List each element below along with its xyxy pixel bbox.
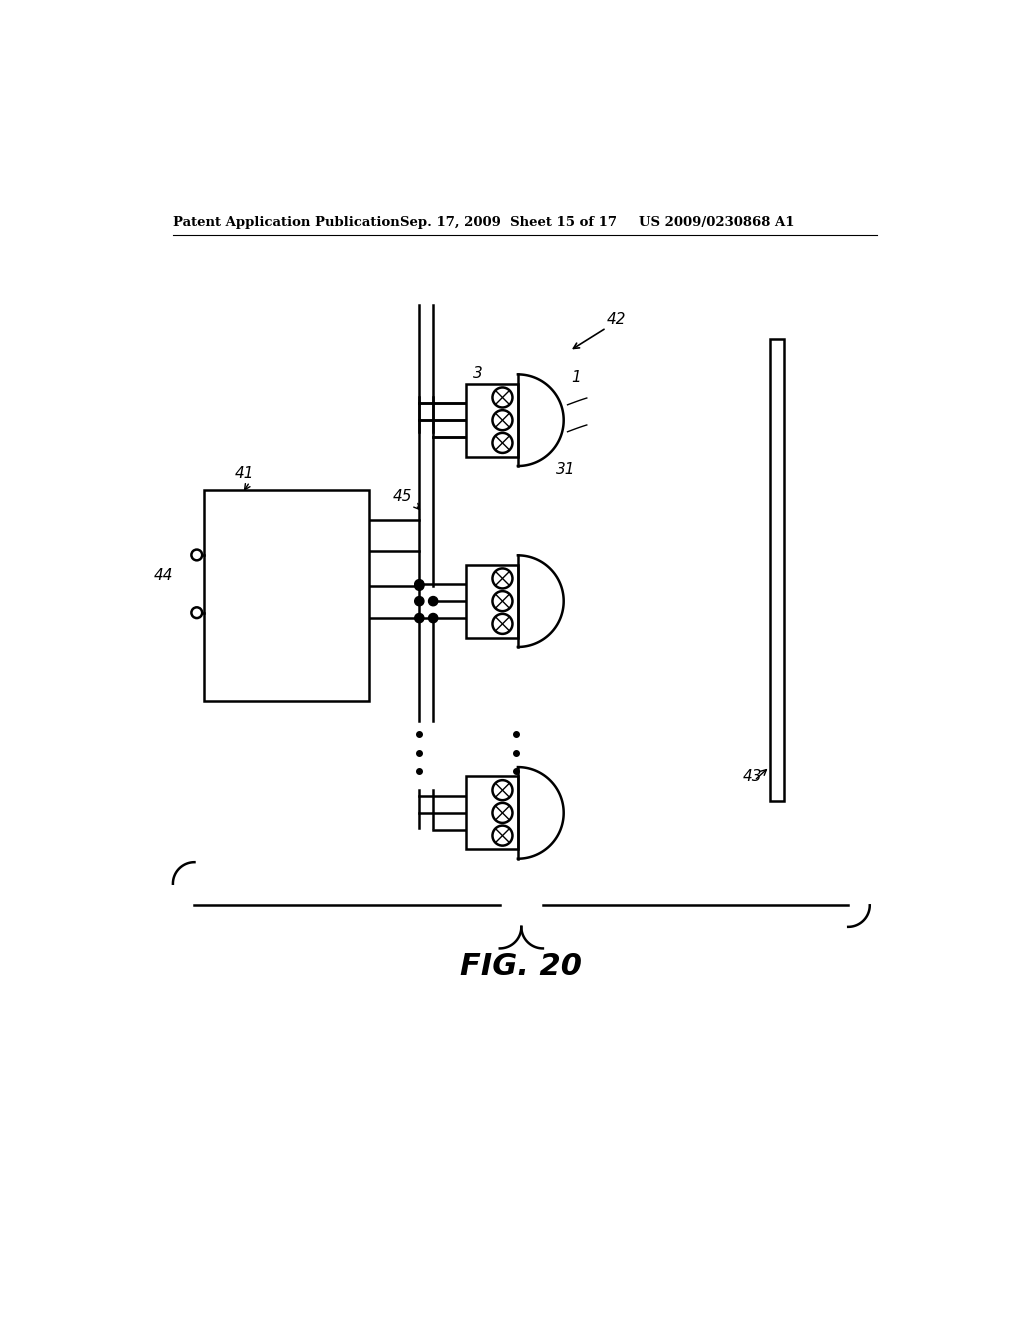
Circle shape xyxy=(493,411,512,430)
Circle shape xyxy=(493,433,512,453)
Circle shape xyxy=(415,597,424,606)
Circle shape xyxy=(493,569,512,589)
Circle shape xyxy=(493,780,512,800)
Text: 42: 42 xyxy=(606,312,626,327)
Bar xyxy=(204,490,370,701)
Bar xyxy=(466,776,518,850)
Circle shape xyxy=(493,591,512,611)
Text: Patent Application Publication: Patent Application Publication xyxy=(173,216,399,230)
Circle shape xyxy=(429,614,438,623)
Text: 44: 44 xyxy=(154,569,173,583)
Text: 31: 31 xyxy=(556,462,575,477)
Text: 43: 43 xyxy=(742,768,762,784)
Circle shape xyxy=(415,579,424,589)
Circle shape xyxy=(415,614,424,623)
Text: 1: 1 xyxy=(571,370,582,384)
Text: US 2009/0230868 A1: US 2009/0230868 A1 xyxy=(639,216,795,230)
Bar xyxy=(770,339,783,801)
Circle shape xyxy=(429,597,438,606)
Bar xyxy=(466,384,518,457)
Bar xyxy=(466,565,518,638)
Circle shape xyxy=(493,388,512,408)
Text: Sep. 17, 2009  Sheet 15 of 17: Sep. 17, 2009 Sheet 15 of 17 xyxy=(400,216,617,230)
Circle shape xyxy=(191,607,202,618)
Text: 41: 41 xyxy=(234,466,254,480)
Text: 45: 45 xyxy=(392,488,412,504)
Circle shape xyxy=(493,825,512,846)
Circle shape xyxy=(415,581,424,590)
Circle shape xyxy=(191,549,202,561)
Circle shape xyxy=(493,614,512,634)
Text: 3: 3 xyxy=(473,366,483,381)
Circle shape xyxy=(493,803,512,822)
Text: FIG. 20: FIG. 20 xyxy=(461,953,583,981)
